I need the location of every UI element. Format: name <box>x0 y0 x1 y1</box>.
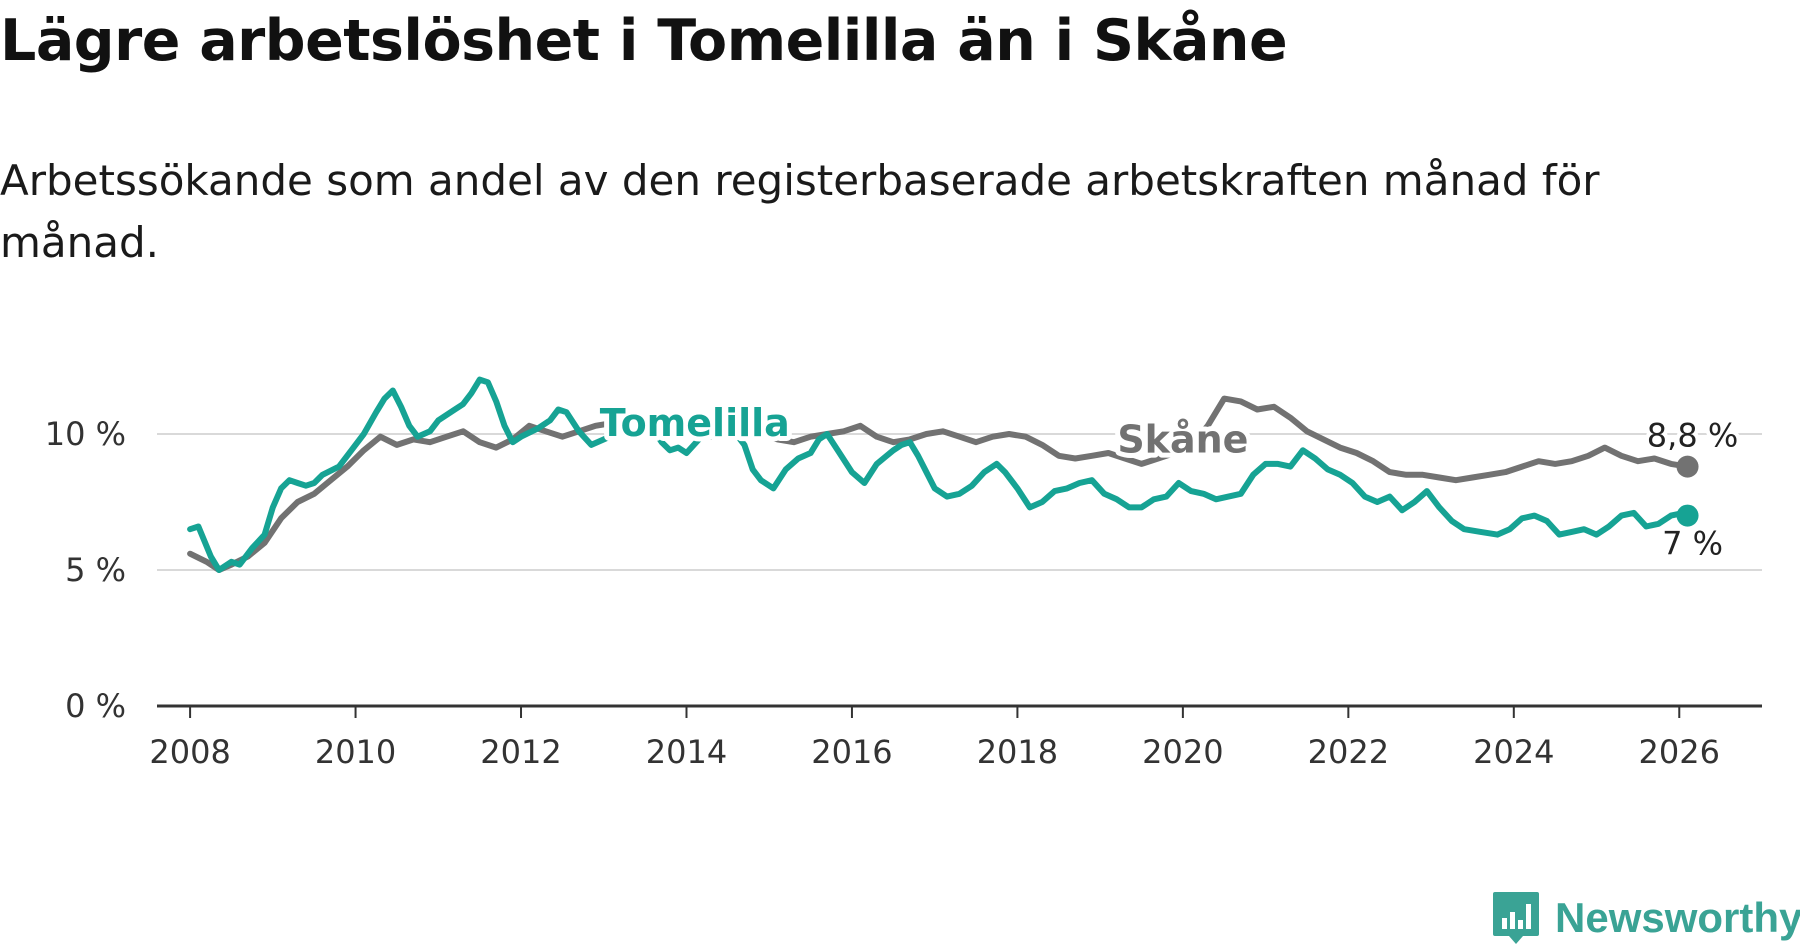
y-axis-ticks: 0 % 5 % 10 % <box>45 415 126 725</box>
x-tick-label: 2012 <box>480 733 561 771</box>
x-tick-label: 2026 <box>1639 733 1720 771</box>
series-label-tomelilla: Tomelilla <box>600 401 790 445</box>
x-tick-label: 2020 <box>1142 733 1223 771</box>
x-tick-label: 2024 <box>1473 733 1554 771</box>
gridlines <box>157 433 1762 571</box>
x-tick-label: 2022 <box>1308 733 1389 771</box>
series-end-dot-tomelilla <box>1676 504 1699 527</box>
newsworthy-logo: Newsworthy <box>1491 890 1800 946</box>
x-tick-label: 2014 <box>646 733 727 771</box>
series-end-dot-skåne <box>1676 455 1699 478</box>
series-line-tomelilla <box>187 376 1691 573</box>
series-end-label-tomelilla: 7 % <box>1662 525 1723 563</box>
x-tick-label: 2016 <box>811 733 892 771</box>
series-labels: Tomelilla Skåne 8,8 % 7 % <box>595 396 1743 566</box>
newsworthy-logo-icon <box>1493 892 1539 944</box>
y-tick-label: 0 % <box>65 687 126 725</box>
series-label-skåne: Skåne <box>1117 417 1248 461</box>
x-axis: 2008 2010 2012 2014 2016 2018 2020 2022 2024 2026 <box>149 704 1762 771</box>
chart-title: Lägre arbetslöshet i Tomelilla än i Skån… <box>0 8 1288 74</box>
y-tick-label: 5 % <box>65 551 126 589</box>
chart-subtitle: Arbetssökande som andel av den registerb… <box>0 156 1600 267</box>
x-tick-label: 2018 <box>977 733 1058 771</box>
x-tick-label: 2010 <box>315 733 396 771</box>
newsworthy-logo-text: Newsworthy <box>1555 894 1800 941</box>
y-tick-label: 10 % <box>45 415 126 453</box>
x-tick-label: 2008 <box>149 733 230 771</box>
series-line-skåne <box>187 395 1691 573</box>
series-lines <box>187 376 1699 573</box>
series-end-label-skåne: 8,8 % <box>1647 417 1738 455</box>
